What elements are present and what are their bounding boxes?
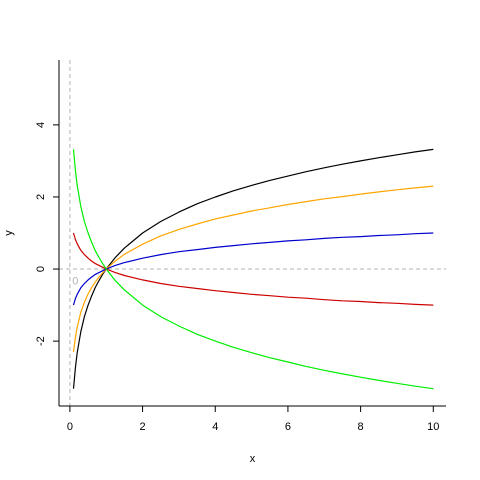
- series-line-1: [72, 148, 434, 389]
- axes: 0 2 4 6 8 10 -2 0 2 4: [35, 60, 446, 433]
- series-line-4: [72, 232, 434, 306]
- x-tick-label: 10: [427, 421, 439, 433]
- y-tick-label: 4: [35, 122, 47, 128]
- x-tick-label: 0: [67, 421, 73, 433]
- reference-lines: [59, 60, 446, 406]
- y-tick-label: 0: [35, 266, 47, 272]
- x-tick-label: 6: [285, 421, 291, 433]
- series-layer: [72, 148, 434, 390]
- y-axis-title: y: [3, 230, 15, 236]
- x-axis-title: x: [250, 453, 256, 465]
- series-line-2: [72, 185, 434, 352]
- y-tick-label: 2: [35, 194, 47, 200]
- series-line-3: [72, 232, 434, 306]
- y-tick-label: -2: [35, 336, 47, 346]
- x-tick-label: 4: [212, 421, 218, 433]
- zero-annotation: 0: [72, 275, 78, 287]
- series-line-5: [72, 149, 434, 390]
- x-tick-label: 8: [358, 421, 364, 433]
- x-tick-label: 2: [140, 421, 146, 433]
